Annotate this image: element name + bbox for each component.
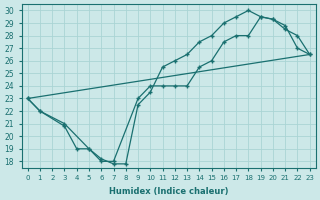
X-axis label: Humidex (Indice chaleur): Humidex (Indice chaleur) bbox=[109, 187, 228, 196]
